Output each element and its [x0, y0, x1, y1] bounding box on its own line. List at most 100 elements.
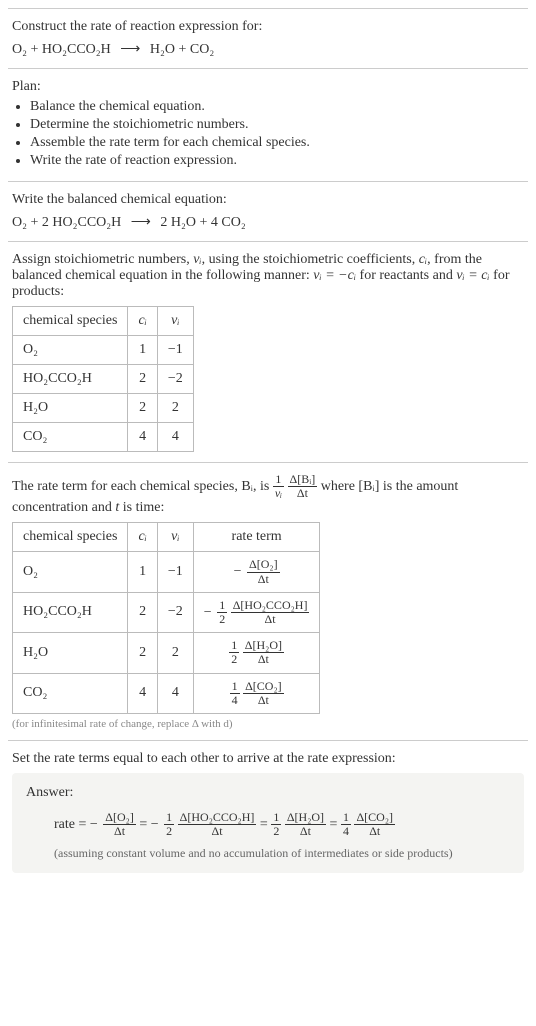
- balanced-equation: O₂ + 2 HO₂CCO₂H ⟶ 2 H₂O + 4 CO₂: [12, 214, 524, 231]
- plan-item: Determine the stoichiometric numbers.: [30, 117, 524, 133]
- cell-species: CO₂: [13, 423, 128, 452]
- stoich-text: Assign stoichiometric numbers, νᵢ, using…: [12, 252, 524, 300]
- eq-sep: =: [139, 817, 150, 832]
- frac-dBi-dt: Δ[Bᵢ] Δt: [288, 473, 318, 500]
- delta-frac: Δ[CO₂] Δt: [354, 811, 395, 838]
- cell-rateterm: − 1 2 Δ[HO₂CCO₂H] Δt: [193, 592, 320, 632]
- coef-frac: 1 2: [229, 639, 239, 666]
- cell-species: O₂: [13, 552, 128, 592]
- num: Δ[HO₂CCO₂H]: [178, 811, 257, 825]
- delta-frac: Δ[CO₂] Δt: [243, 680, 284, 707]
- plus: +: [31, 215, 42, 230]
- th-rateterm: rate term: [193, 523, 320, 552]
- th-ci: cᵢ: [128, 523, 157, 552]
- section-stoich: Assign stoichiometric numbers, νᵢ, using…: [8, 241, 528, 462]
- answer-note: (assuming constant volume and no accumul…: [54, 846, 510, 861]
- cell-rateterm: 1 4 Δ[CO₂] Δt: [193, 673, 320, 713]
- delta-frac: Δ[HO₂CCO₂H] Δt: [231, 599, 310, 626]
- den: Δt: [103, 825, 136, 838]
- th-species: chemical species: [13, 523, 128, 552]
- delta-frac: Δ[H₂O] Δt: [285, 811, 326, 838]
- sign: −: [234, 564, 242, 579]
- rateterm-table: chemical species cᵢ νᵢ rate term O₂ 1 −1…: [12, 522, 320, 714]
- num: Δ[H₂O]: [285, 811, 326, 825]
- den: Δt: [231, 613, 310, 626]
- num: 1: [229, 639, 239, 653]
- coef: 4: [211, 215, 218, 230]
- th-species: chemical species: [13, 307, 128, 336]
- plan-item: Balance the chemical equation.: [30, 99, 524, 115]
- th-nui: νᵢ: [157, 523, 193, 552]
- cell-nui: −2: [157, 365, 193, 394]
- cell-nui: 2: [157, 394, 193, 423]
- section-plan: Plan: Balance the chemical equation. Det…: [8, 68, 528, 181]
- plan-heading: Plan:: [12, 79, 524, 95]
- den: Δt: [288, 487, 318, 500]
- den: 4: [341, 825, 351, 838]
- eq-sep: =: [330, 817, 341, 832]
- den: 2: [271, 825, 281, 838]
- rel-products: νᵢ = cᵢ: [456, 268, 489, 283]
- cell-nui: 4: [157, 423, 193, 452]
- frac-1-over-nu: 1 νᵢ: [273, 473, 284, 500]
- num: 1: [341, 811, 351, 825]
- cell-ci: 2: [128, 592, 157, 632]
- rateterm-text: The rate term for each chemical species,…: [12, 473, 524, 516]
- num: 1: [271, 811, 281, 825]
- cell-ci: 4: [128, 673, 157, 713]
- plan-list: Balance the chemical equation. Determine…: [12, 99, 524, 169]
- rel-reactants: νᵢ = −cᵢ: [313, 268, 356, 283]
- table-row: O₂ 1 −1: [13, 336, 194, 365]
- final-heading: Set the rate terms equal to each other t…: [12, 751, 524, 767]
- cell-species: H₂O: [13, 394, 128, 423]
- answer-box: Answer: rate = − Δ[O₂] Δt = − 1 2 Δ[HO₂C…: [12, 773, 524, 873]
- rate-label: rate =: [54, 817, 90, 832]
- text: for reactants and: [356, 268, 456, 283]
- cell-rateterm: − Δ[O₂] Δt: [193, 552, 320, 592]
- section-intro: Construct the rate of reaction expressio…: [8, 8, 528, 68]
- product-1: H₂O: [171, 215, 196, 230]
- reactant-2: HO₂CCO₂H: [52, 215, 121, 230]
- cell-species: HO₂CCO₂H: [13, 592, 128, 632]
- den: νᵢ: [273, 487, 284, 500]
- reactant-1: O₂: [12, 42, 27, 57]
- arrow-icon: ⟶: [120, 41, 140, 58]
- delta-frac: Δ[O₂] Δt: [247, 558, 280, 585]
- cell-nui: 4: [157, 673, 193, 713]
- stoich-table: chemical species cᵢ νᵢ O₂ 1 −1 HO₂CCO₂H …: [12, 306, 194, 452]
- num: Δ[Bᵢ]: [288, 473, 318, 487]
- cell-ci: 2: [128, 394, 157, 423]
- delta-frac: Δ[HO₂CCO₂H] Δt: [178, 811, 257, 838]
- table-header-row: chemical species cᵢ νᵢ: [13, 307, 194, 336]
- coef: 2: [42, 215, 49, 230]
- plan-item: Write the rate of reaction expression.: [30, 153, 524, 169]
- text: is time:: [119, 500, 164, 515]
- cell-ci: 2: [128, 633, 157, 673]
- den: 2: [229, 653, 239, 666]
- coef-frac: 1 2: [217, 599, 227, 626]
- den: 2: [217, 613, 227, 626]
- cell-species: HO₂CCO₂H: [13, 365, 128, 394]
- intro-equation: O₂ + HO₂CCO₂H ⟶ H₂O + CO₂: [12, 41, 524, 58]
- cell-ci: 1: [128, 336, 157, 365]
- sign: −: [90, 817, 98, 832]
- table-row: HO₂CCO₂H 2 −2 − 1 2 Δ[HO₂CCO₂H] Δt: [13, 592, 320, 632]
- den: Δt: [243, 694, 284, 707]
- num: 1: [273, 473, 284, 487]
- plus: +: [199, 215, 210, 230]
- c-i: cᵢ: [419, 252, 427, 267]
- cell-nui: −1: [157, 552, 193, 592]
- section-final: Set the rate terms equal to each other t…: [8, 740, 528, 883]
- th-ci: cᵢ: [128, 307, 157, 336]
- nu-i: νᵢ: [193, 252, 201, 267]
- coef-frac: 1 2: [164, 811, 174, 838]
- num: 1: [164, 811, 174, 825]
- den: Δt: [243, 653, 284, 666]
- balanced-heading: Write the balanced chemical equation:: [12, 192, 524, 208]
- text: The rate term for each chemical species,: [12, 479, 241, 494]
- plan-item: Assemble the rate term for each chemical…: [30, 135, 524, 151]
- cell-nui: −1: [157, 336, 193, 365]
- text: Assign stoichiometric numbers,: [12, 252, 193, 267]
- product-2: CO₂: [190, 42, 214, 57]
- b-i: Bᵢ: [241, 479, 253, 494]
